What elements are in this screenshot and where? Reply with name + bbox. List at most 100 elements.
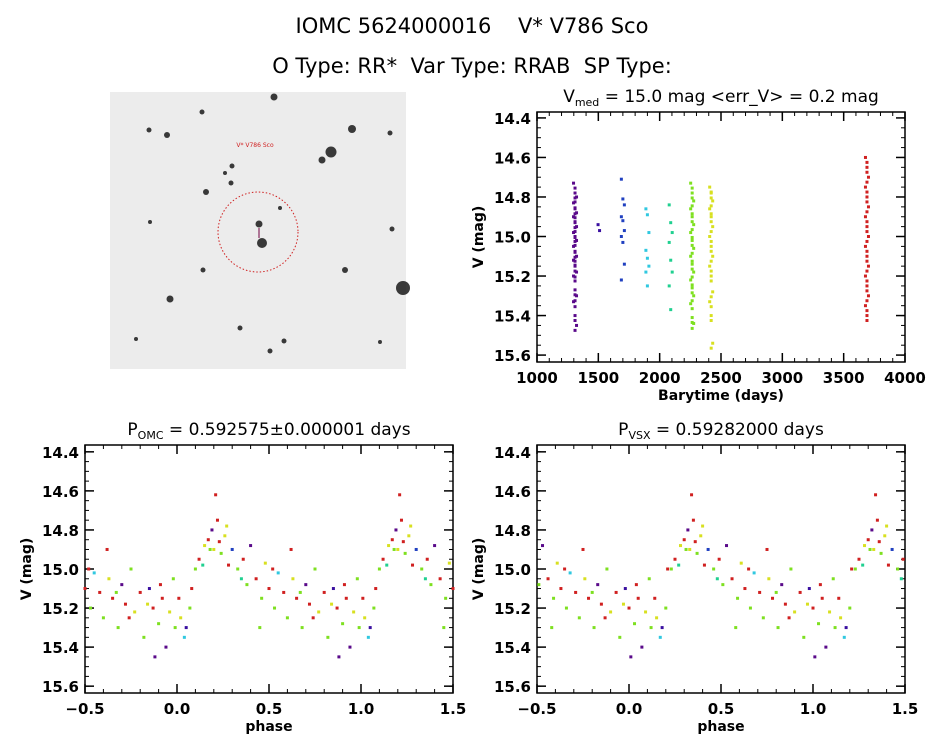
data-point: [599, 602, 603, 606]
y-tick-label: 15.6: [494, 347, 531, 365]
data-point: [573, 264, 577, 268]
data-point: [761, 616, 765, 620]
data-point: [865, 165, 869, 169]
data-point: [401, 540, 405, 544]
y-tick-label: 14.6: [494, 483, 531, 501]
data-point: [692, 246, 696, 250]
data-point: [330, 602, 334, 606]
data-point: [711, 199, 715, 203]
data-point: [355, 577, 359, 581]
data-point: [853, 567, 857, 571]
y-tick-label: 14.6: [494, 149, 531, 167]
data-point: [688, 547, 692, 551]
plot-title: POMC = 0.592575±0.000001 days: [127, 420, 410, 442]
y-tick-label: 14.8: [494, 522, 531, 540]
data-point: [146, 602, 150, 606]
data-point: [623, 587, 627, 591]
data-point: [634, 583, 638, 587]
data-point: [572, 181, 576, 185]
data-point: [407, 534, 411, 538]
data-point: [709, 196, 713, 200]
star: [166, 295, 174, 303]
x-tick-label: 0.0: [616, 700, 643, 718]
data-point: [645, 213, 649, 217]
data-point: [667, 240, 671, 244]
x-tick-label: 1.0: [348, 700, 375, 718]
data-point: [690, 259, 694, 263]
data-point: [699, 534, 703, 538]
data-point: [225, 524, 229, 528]
data-point: [214, 493, 218, 497]
star: [318, 156, 326, 164]
star: [389, 226, 395, 232]
data-point: [537, 583, 541, 587]
y-axis-label: V (mag): [471, 206, 487, 269]
data-point: [690, 212, 694, 216]
data-point: [820, 596, 824, 600]
data-point: [690, 291, 694, 295]
data-point: [865, 299, 869, 303]
data-point: [711, 341, 715, 345]
data-point: [807, 587, 811, 591]
data-point: [335, 606, 339, 610]
data-point: [863, 215, 867, 219]
data-point: [596, 583, 600, 587]
data-point: [337, 655, 341, 659]
data-point: [813, 655, 817, 659]
x-tick-label: 1000: [516, 369, 558, 387]
y-tick-label: 15.2: [494, 600, 531, 618]
data-point: [158, 583, 162, 587]
data-point: [865, 200, 869, 204]
data-point: [690, 215, 694, 219]
sky-image: [110, 92, 410, 369]
data-point: [621, 602, 625, 606]
data-point: [609, 610, 613, 614]
data-point: [866, 205, 870, 209]
data-point: [715, 577, 719, 581]
data-point: [403, 551, 407, 555]
x-tick-label: 0.5: [708, 700, 735, 718]
star: [396, 281, 410, 295]
star: [134, 337, 138, 341]
data-point: [690, 275, 694, 279]
data-point: [575, 195, 579, 199]
data-point: [686, 528, 690, 532]
data-point: [438, 577, 442, 581]
data-point: [114, 590, 118, 594]
data-point: [581, 547, 585, 551]
data-point: [736, 596, 740, 600]
star: [164, 132, 170, 138]
data-point: [776, 626, 780, 630]
data-point: [865, 160, 869, 164]
data-point: [695, 551, 699, 555]
data-point: [451, 587, 455, 591]
data-point: [197, 557, 201, 561]
data-point: [879, 551, 883, 555]
data-point: [596, 223, 600, 227]
star: [146, 127, 152, 133]
star: [228, 180, 234, 186]
data-point: [201, 563, 205, 567]
star: [281, 338, 287, 344]
data-point: [447, 561, 451, 565]
data-point: [644, 207, 648, 211]
data-point: [603, 616, 607, 620]
data-point: [182, 635, 186, 639]
star: [223, 171, 227, 175]
data-point: [831, 577, 835, 581]
data-point: [285, 616, 289, 620]
x-tick-label: 0.5: [256, 700, 283, 718]
data-point: [107, 577, 111, 581]
data-point: [151, 606, 155, 610]
data-point: [702, 563, 706, 567]
data-point: [420, 567, 424, 571]
data-point: [344, 596, 348, 600]
data-point: [249, 544, 253, 548]
data-point: [574, 590, 578, 594]
data-point: [645, 256, 649, 260]
data-point: [263, 561, 267, 565]
data-point: [573, 235, 577, 239]
data-point: [147, 587, 151, 591]
data-point: [767, 577, 771, 581]
data-point: [552, 596, 556, 600]
